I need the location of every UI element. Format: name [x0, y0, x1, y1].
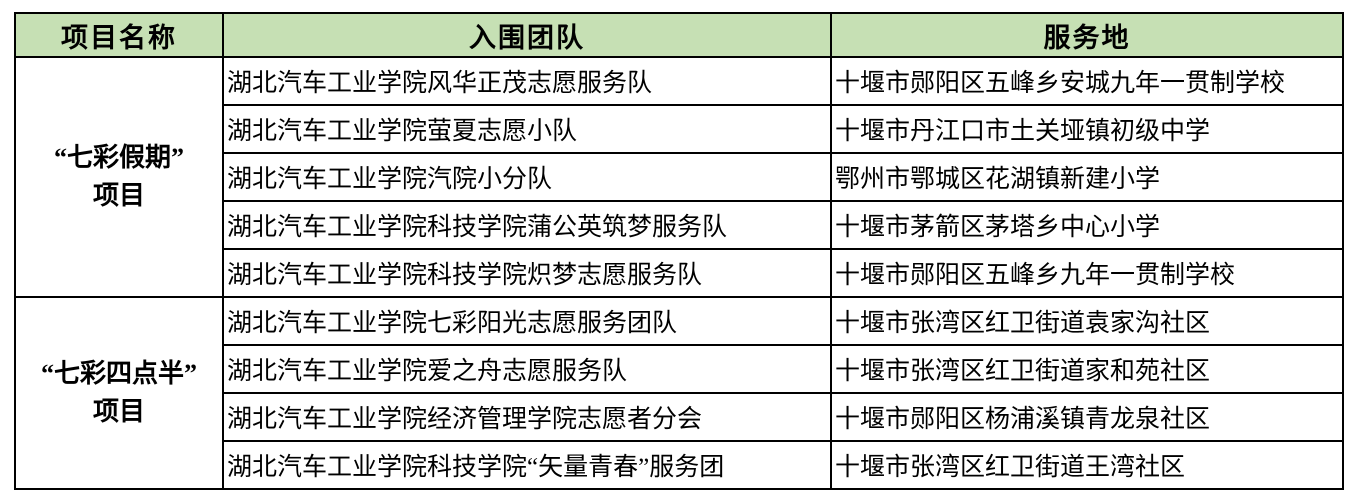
- header-team: 入围团队: [222, 12, 832, 58]
- group-name-line2: 项目: [92, 397, 145, 426]
- team-cell: 湖北汽车工业学院七彩阳光志愿服务团队: [222, 296, 832, 346]
- table-row: 湖北汽车工业学院汽院小分队 鄂州市鄂城区花湖镇新建小学: [15, 152, 1344, 202]
- location-cell: 十堰市郧阳区杨浦溪镇青龙泉社区: [830, 392, 1344, 442]
- location-cell: 十堰市茅箭区茅塔乡中心小学: [830, 200, 1344, 250]
- header-row: 项目名称 入围团队 服务地: [14, 12, 1344, 58]
- table-row: 湖北汽车工业学院科技学院“矢量青春”服务团 十堰市张湾区红卫街道王湾社区: [15, 440, 1344, 490]
- location-cell: 鄂州市鄂城区花湖镇新建小学: [830, 152, 1344, 202]
- location-cell: 十堰市张湾区红卫街道王湾社区: [830, 440, 1344, 490]
- team-cell: 湖北汽车工业学院萤夏志愿小队: [222, 104, 832, 154]
- header-location: 服务地: [830, 12, 1344, 58]
- table-row: 湖北汽车工业学院科技学院蒲公英筑梦服务队 十堰市茅箭区茅塔乡中心小学: [15, 200, 1344, 250]
- group-name-line1: “七彩假期”: [53, 143, 184, 173]
- location-cell: 十堰市郧阳区五峰乡安城九年一贯制学校: [830, 56, 1344, 106]
- team-cell: 湖北汽车工业学院科技学院蒲公英筑梦服务队: [222, 200, 832, 250]
- team-cell: 湖北汽车工业学院汽院小分队: [222, 152, 832, 202]
- header-project-name: 项目名称: [14, 12, 224, 58]
- table-row: “七彩假期” 项目 湖北汽车工业学院风华正茂志愿服务队 十堰市郧阳区五峰乡安城九…: [14, 56, 1344, 298]
- table-row: 湖北汽车工业学院萤夏志愿小队 十堰市丹江口市土关垭镇初级中学: [15, 104, 1344, 154]
- location-cell: 十堰市郧阳区五峰乡九年一贯制学校: [830, 248, 1344, 298]
- table-row: “七彩四点半” 项目 湖北汽车工业学院七彩阳光志愿服务团队 十堰市张湾区红卫街道…: [14, 296, 1344, 490]
- location-cell: 十堰市张湾区红卫街道家和苑社区: [830, 344, 1344, 394]
- team-cell: 湖北汽车工业学院科技学院“矢量青春”服务团: [222, 440, 832, 490]
- team-cell: 湖北汽车工业学院经济管理学院志愿者分会: [222, 392, 832, 442]
- team-cell: 湖北汽车工业学院爱之舟志愿服务队: [222, 344, 832, 394]
- table-row: 湖北汽车工业学院经济管理学院志愿者分会 十堰市郧阳区杨浦溪镇青龙泉社区: [15, 392, 1344, 442]
- team-cell: 湖北汽车工业学院风华正茂志愿服务队: [222, 56, 832, 106]
- group-name-line1: “七彩四点半”: [40, 359, 197, 389]
- table-row: 湖北汽车工业学院爱之舟志愿服务队 十堰市张湾区红卫街道家和苑社区: [15, 344, 1344, 394]
- team-cell: 湖北汽车工业学院科技学院炽梦志愿服务队: [222, 248, 832, 298]
- group-name-line2: 项目: [92, 181, 145, 210]
- location-cell: 十堰市张湾区红卫街道袁家沟社区: [830, 296, 1344, 346]
- group-label-qicai-sidianban: “七彩四点半” 项目: [14, 296, 224, 490]
- shortlist-table: 项目名称 入围团队 服务地 “七彩假期” 项目 湖北汽车工业学院风华正茂志愿服务…: [14, 12, 1344, 490]
- location-cell: 十堰市丹江口市土关垭镇初级中学: [830, 104, 1344, 154]
- table-row: 湖北汽车工业学院科技学院炽梦志愿服务队 十堰市郧阳区五峰乡九年一贯制学校: [15, 248, 1344, 298]
- group-label-qicai-jiaqi: “七彩假期” 项目: [14, 56, 224, 298]
